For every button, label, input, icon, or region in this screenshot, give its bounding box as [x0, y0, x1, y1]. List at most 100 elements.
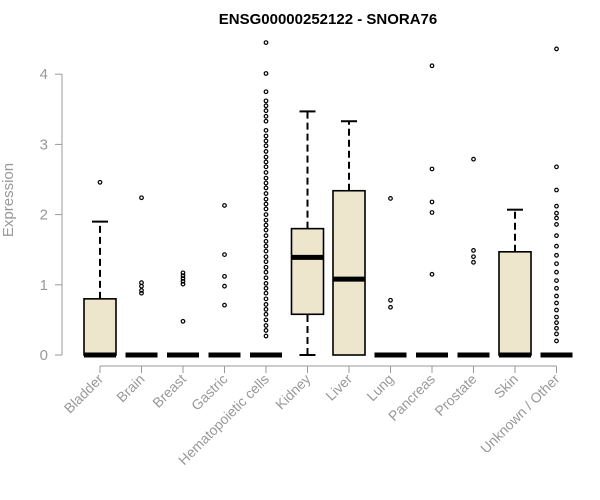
outlier-point [263, 196, 269, 202]
outlier-point [180, 281, 186, 287]
box-lung [374, 196, 407, 358]
outlier-point [429, 199, 435, 205]
outlier-point [429, 271, 435, 277]
outlier-point [429, 63, 435, 69]
outlier-point [554, 203, 559, 209]
outlier-point [180, 273, 186, 279]
box-bladder [83, 179, 117, 358]
box-skin [498, 208, 532, 358]
outlier-point [429, 210, 435, 215]
outlier-point [263, 113, 269, 119]
x-tick-label: Brain [113, 371, 147, 405]
outlier-point [554, 320, 559, 326]
outlier-point [554, 300, 559, 306]
outlier-point [554, 293, 559, 299]
outlier-point [263, 269, 269, 275]
outlier-point [471, 156, 476, 162]
outlier-point [554, 215, 559, 221]
outlier-point [263, 323, 269, 328]
outlier-point [554, 187, 559, 193]
outlier-point [263, 222, 269, 228]
outlier-point [180, 276, 186, 281]
outlier-point [471, 259, 476, 265]
outlier-point [222, 302, 227, 308]
outlier-point [263, 170, 269, 175]
outlier-point [263, 243, 269, 249]
box-prostate [457, 156, 490, 358]
outlier-point [263, 133, 269, 139]
box-rect [498, 251, 532, 356]
outlier-point [222, 283, 227, 289]
x-tick-label: Bladder [61, 371, 107, 417]
outlier-point [263, 127, 269, 133]
outlier-point [263, 138, 269, 144]
outlier-point [180, 278, 186, 284]
outlier-point [471, 254, 476, 260]
box-pancreas [416, 63, 448, 358]
outlier-point [263, 212, 269, 218]
outlier-point [263, 98, 269, 104]
outlier-point [139, 195, 144, 201]
outlier-point [263, 333, 269, 339]
outlier-point [263, 89, 269, 95]
y-axis: 0 1 2 3 4 [40, 66, 63, 364]
box-rect [332, 189, 366, 356]
outlier-point [263, 108, 269, 114]
outlier-point [263, 259, 269, 265]
outlier-point [429, 166, 435, 172]
outlier-point [263, 275, 269, 281]
box-brain [125, 195, 158, 358]
outlier-point [263, 264, 269, 270]
outlier-point [554, 325, 559, 331]
outlier-point [554, 285, 559, 291]
x-tick-label: Prostate [431, 371, 479, 419]
outlier-point [263, 201, 269, 207]
outlier-point [222, 203, 227, 208]
box-rect [83, 298, 117, 356]
outlier-point [263, 238, 269, 244]
outlier-point [263, 191, 269, 196]
x-tick-label: Liver [322, 371, 355, 404]
outlier-point [388, 196, 393, 201]
boxes-group [83, 40, 573, 358]
outlier-point [180, 318, 186, 324]
outlier-point [222, 273, 227, 279]
outlier-point [263, 290, 269, 296]
outlier-point [263, 217, 269, 223]
outlier-point [263, 233, 269, 239]
outlier-point [388, 297, 393, 303]
box-gastric [208, 203, 241, 358]
outlier-point [388, 304, 393, 310]
x-tick-label: Kidney [272, 371, 314, 413]
outlier-point [554, 307, 559, 313]
outlier-point [263, 118, 269, 124]
box-liver [332, 120, 366, 356]
outlier-point [554, 261, 559, 267]
outlier-point [263, 306, 269, 312]
outlier-point [263, 206, 269, 212]
outlier-point [97, 179, 103, 185]
outlier-point [263, 143, 269, 149]
y-tick-label: 1 [40, 277, 48, 294]
outlier-point [263, 254, 269, 260]
outlier-point [263, 159, 269, 165]
outlier-point [554, 243, 559, 249]
outlier-point [139, 288, 144, 293]
x-tick-label: Unknown / Other [477, 371, 563, 457]
outlier-point [263, 227, 269, 233]
outlier-point [180, 270, 186, 276]
outlier-point [554, 314, 559, 320]
outlier-point [139, 283, 144, 289]
outlier-point [554, 338, 559, 344]
outlier-point [222, 252, 227, 258]
outlier-point [471, 248, 476, 253]
outlier-point [554, 233, 559, 239]
outlier-point [263, 185, 269, 191]
outlier-point [139, 290, 144, 296]
outlier-point [263, 280, 269, 286]
outlier-point [263, 296, 269, 302]
outlier-point [554, 46, 559, 52]
y-axis-label: Expression [0, 163, 17, 237]
outlier-point [263, 248, 269, 254]
